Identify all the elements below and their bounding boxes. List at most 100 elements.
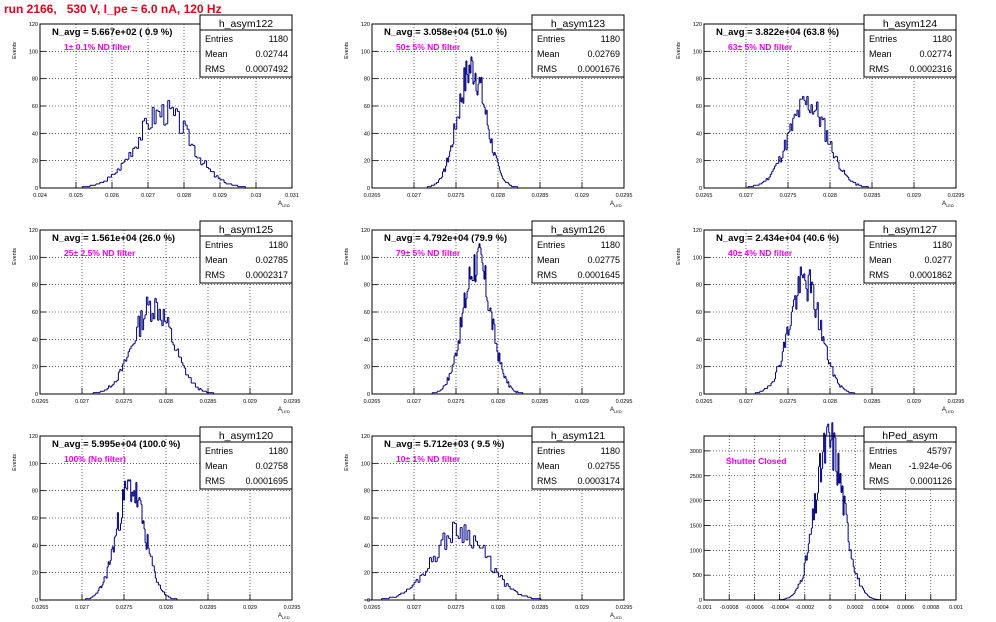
histogram-bar (132, 345, 133, 394)
stat-value-mean: 0.02755 (587, 461, 620, 471)
histogram-bar (488, 311, 489, 394)
stats-box: h_asym126 Entries 1180 Mean 0.02775 RMS 0.0001… (531, 220, 625, 284)
stats-box: h_asym125 Entries 1180 Mean 0.02785 RMS 0.0002… (199, 220, 293, 284)
histogram-bar (791, 131, 792, 188)
stat-value-rms: 0.0003174 (577, 476, 620, 486)
histogram-bar (471, 276, 472, 394)
histogram-bar (770, 386, 771, 394)
stat-label-mean: Mean (869, 49, 892, 59)
histogram-bar (170, 109, 172, 188)
histogram-bar (801, 275, 802, 394)
histogram-bar (480, 83, 481, 188)
histogram-bar (834, 375, 835, 394)
x-tick-label: 0.028 (159, 399, 173, 405)
stat-value-entries: 1180 (601, 240, 620, 250)
histogram-bar (110, 387, 111, 394)
stat-value-rms: 0.0001645 (577, 270, 620, 280)
stat-label-mean: Mean (869, 461, 892, 471)
histogram-bar (139, 498, 140, 601)
histogram-bar (792, 595, 793, 600)
histogram-bar (801, 581, 802, 600)
histogram-bar (833, 158, 834, 188)
histogram-bins (748, 266, 862, 395)
x-tick-label: 0.0006 (897, 605, 914, 611)
histogram-bar (160, 589, 161, 600)
histogram-bar (803, 96, 804, 188)
histogram-bar (840, 170, 841, 188)
histogram-bar (494, 152, 495, 188)
y-tick-label: 1500 (690, 523, 702, 529)
stat-value-rms: 0.0007492 (245, 64, 288, 74)
histogram-bar (509, 387, 510, 394)
histogram-bar (101, 588, 102, 600)
y-tick-label: 80 (32, 489, 38, 495)
x-tick-label: 0.031 (285, 193, 299, 199)
histogram-bar (140, 500, 141, 600)
x-tick-label: 0.029 (243, 399, 257, 405)
histogram-bar (135, 341, 136, 394)
histogram-bar (127, 159, 129, 188)
histogram-bar (835, 157, 836, 188)
histogram-bar (823, 337, 824, 394)
stat-value-entries: 45797 (927, 446, 952, 456)
histogram-bar (821, 117, 822, 188)
histogram-bar (451, 146, 452, 188)
histogram-bar (860, 586, 861, 600)
histogram-bar (123, 162, 125, 188)
histogram-bar (144, 118, 146, 188)
y-tick-label: 0 (35, 392, 38, 398)
x-tick-label: 0.0295 (948, 399, 965, 405)
histogram-bar (127, 357, 128, 394)
histogram-bar (796, 309, 797, 394)
x-tick-label: 0.0295 (616, 399, 633, 405)
histogram-bar (458, 539, 460, 601)
histogram-bar (117, 380, 118, 394)
y-axis-label: Events (12, 454, 18, 471)
y-tick-label: 120 (29, 228, 38, 234)
histogram-bar (106, 181, 108, 188)
histogram-bar (472, 281, 473, 394)
x-axis-label-subscript: LED (282, 409, 290, 414)
stat-value-entries: 1180 (601, 34, 620, 44)
histogram-bar (468, 289, 469, 394)
histogram-bar (813, 520, 814, 600)
stat-label-entries: Entries (537, 240, 566, 250)
histogram-bar (188, 378, 189, 394)
histogram-bar (496, 158, 497, 188)
histogram-panel-h_asym124: 0.0265 0.027 0.0275 0.028 0.0285 0.029 0.0295 0… (676, 14, 964, 208)
stat-label-entries: Entries (537, 446, 566, 456)
histogram-bar (132, 492, 133, 600)
y-tick-label: 100 (361, 461, 370, 467)
histogram-bar (458, 117, 459, 188)
x-axis-label-subscript: LED (282, 615, 290, 620)
histogram-bar (158, 320, 159, 394)
histogram-bar (105, 577, 106, 600)
stats-box-frame (863, 426, 957, 490)
histogram-bar (506, 183, 507, 188)
histogram-bar (139, 337, 140, 394)
histogram-bar (476, 91, 477, 188)
histogram-bar (148, 548, 149, 600)
histogram-bins (79, 479, 182, 601)
histogram-bar (485, 114, 486, 188)
histogram-bar (798, 117, 799, 188)
histogram-bar (492, 152, 493, 188)
histogram-bar (167, 317, 168, 394)
histogram-bar (470, 73, 471, 188)
histogram-bar (462, 98, 463, 188)
y-tick-label: 500 (693, 573, 702, 579)
histogram-bar (524, 596, 526, 600)
x-tick-label: 0.0265 (364, 399, 381, 405)
x-axis-label: ALED (942, 407, 954, 414)
stat-value-mean: 0.02758 (255, 461, 288, 471)
x-tick-label: 0.0265 (364, 193, 381, 199)
x-tick-label: 0.029 (575, 399, 589, 405)
histogram-bar (483, 105, 484, 188)
y-axis-label: Events (12, 248, 18, 265)
histogram-panel-h_asym122: 0.024 0.025 0.026 0.027 0.028 0.029 0.03 0.031 0… (12, 14, 299, 208)
stats-box-frame (863, 14, 957, 78)
histogram-bar (452, 147, 453, 188)
histogram-bar (135, 503, 136, 600)
histogram-bar (811, 105, 812, 188)
histogram-bar (149, 554, 150, 600)
